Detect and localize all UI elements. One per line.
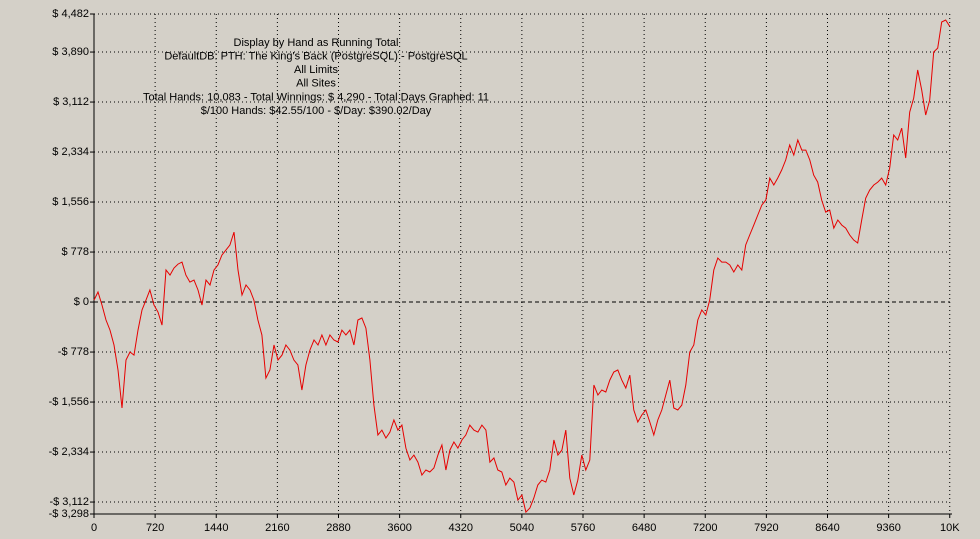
x-tick-label: 720: [146, 522, 164, 534]
annotation: $/100 Hands: $42.55/100 - $/Day: $390.02…: [201, 105, 432, 117]
x-tick-label: 7200: [693, 522, 717, 534]
y-tick-label: -$ 3,112: [49, 496, 89, 508]
y-tick-label: -$ 3,298: [49, 508, 89, 520]
annotation: Display by Hand as Running Total: [234, 37, 399, 49]
x-tick-label: 10K: [940, 522, 960, 534]
y-tick-label: $ 0: [74, 296, 89, 308]
x-tick-label: 5760: [571, 522, 595, 534]
y-tick-label: -$ 1,556: [49, 396, 89, 408]
y-tick-label: $ 1,556: [52, 196, 89, 208]
x-tick-label: 4320: [449, 522, 473, 534]
annotation: All Limits: [294, 64, 339, 76]
x-tick-label: 3600: [387, 522, 411, 534]
x-tick-label: 9360: [876, 522, 900, 534]
x-tick-label: 6480: [632, 522, 656, 534]
y-tick-label: $ 2,334: [52, 146, 89, 158]
x-tick-label: 1440: [204, 522, 228, 534]
y-tick-label: $ 778: [61, 246, 89, 258]
y-tick-label: $ 4,482: [52, 8, 89, 20]
x-tick-label: 2160: [265, 522, 289, 534]
annotation: Total Hands: 10,083 - Total Winnings: $ …: [143, 91, 489, 103]
y-tick-label: -$ 778: [58, 346, 89, 358]
y-tick-label: $ 3,890: [52, 46, 89, 58]
annotation: All Sites: [296, 78, 336, 90]
x-tick-label: 2880: [326, 522, 350, 534]
y-tick-label: $ 3,112: [53, 96, 89, 108]
line-series: [93, 19, 951, 514]
y-tick-label: -$ 2,334: [49, 446, 89, 458]
x-tick-label: 7920: [754, 522, 778, 534]
x-tick-label: 0: [91, 522, 97, 534]
x-tick-label: 5040: [510, 522, 534, 534]
x-tick-label: 8640: [815, 522, 839, 534]
annotation: DefaultDB: PTH: The King's Back (Postgre…: [164, 51, 467, 63]
